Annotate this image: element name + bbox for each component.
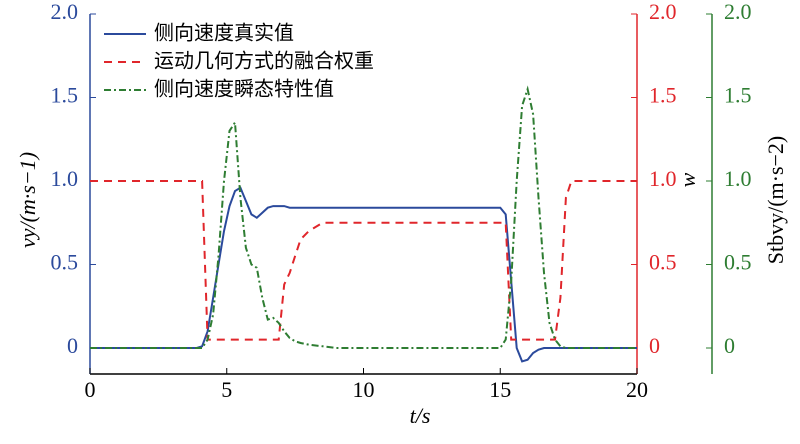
legend-label: 运动几何方式的融合权重 <box>154 49 374 73</box>
y-tick-label: 0.5 <box>51 250 79 275</box>
y3-tick-label: 0 <box>724 333 735 358</box>
x-tick-label: 15 <box>489 377 511 402</box>
x-tick-label: 10 <box>353 377 375 402</box>
y2-tick-label: 1.5 <box>649 83 677 108</box>
y2-axis-label: w <box>675 172 700 187</box>
y2-tick-label: 0 <box>649 333 660 358</box>
x-tick-label: 5 <box>221 377 232 402</box>
series-line <box>90 180 637 341</box>
y3-tick-label: 1.0 <box>724 166 752 191</box>
y-tick-label: 1.0 <box>51 166 79 191</box>
legend-label: 侧向速度瞬态特性值 <box>154 77 334 101</box>
y-axis-label: vy/(m·s−1) <box>15 152 40 248</box>
x-tick-label: 0 <box>85 377 96 402</box>
y-tick-label: 1.5 <box>51 83 79 108</box>
y3-tick-label: 0.5 <box>724 250 752 275</box>
series-line <box>90 85 637 349</box>
y2-tick-label: 0.5 <box>649 250 677 275</box>
x-axis-label: t/s <box>410 403 431 428</box>
y-tick-label: 0 <box>67 333 78 358</box>
y-tick-label: 2.0 <box>51 0 79 24</box>
y3-tick-label: 1.5 <box>724 83 752 108</box>
y3-axis-label: Stbvy/(m·s−2) <box>763 136 788 265</box>
series-line <box>90 186 637 363</box>
legend-label: 侧向速度真实值 <box>154 21 294 45</box>
y3-tick-label: 2.0 <box>724 0 752 24</box>
y2-tick-label: 1.0 <box>649 166 677 191</box>
x-tick-label: 20 <box>626 377 648 402</box>
y2-tick-label: 2.0 <box>649 0 677 24</box>
